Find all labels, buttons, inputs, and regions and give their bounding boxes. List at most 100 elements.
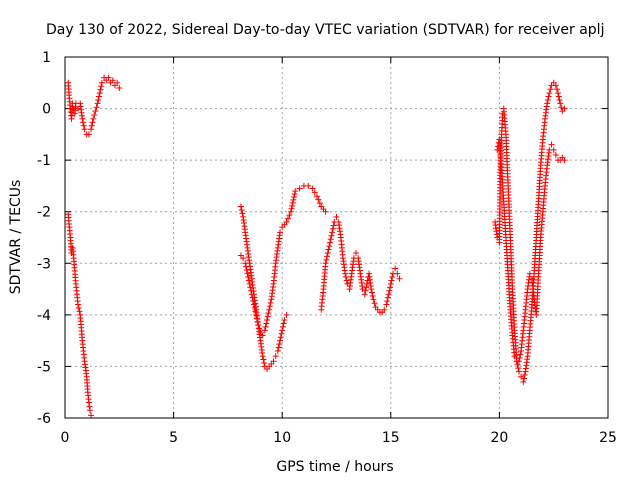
data-point xyxy=(93,104,100,111)
data-point xyxy=(261,359,268,366)
data-point xyxy=(96,90,103,97)
data-point xyxy=(281,317,288,324)
data-point xyxy=(363,284,370,291)
data-point xyxy=(267,299,274,306)
data-point xyxy=(89,119,96,126)
data-point xyxy=(283,311,290,318)
data-point xyxy=(329,229,336,236)
data-point xyxy=(544,96,551,103)
data-point xyxy=(326,243,333,250)
data-point xyxy=(368,286,375,293)
x-tick-label: 20 xyxy=(490,430,508,446)
data-point xyxy=(553,86,560,93)
data-point xyxy=(79,115,86,122)
data-point xyxy=(98,83,105,90)
data-point xyxy=(253,315,260,322)
data-point xyxy=(280,320,287,327)
data-point xyxy=(255,322,262,329)
data-point xyxy=(245,274,252,281)
data-point xyxy=(292,188,299,195)
y-tick-label: 0 xyxy=(42,102,51,118)
x-tick-label: 10 xyxy=(273,430,291,446)
data-point xyxy=(246,280,253,287)
data-point xyxy=(275,344,282,351)
data-point xyxy=(254,318,261,325)
data-point xyxy=(389,274,396,281)
data-point xyxy=(381,306,388,313)
data-point xyxy=(279,327,286,334)
data-point xyxy=(105,74,112,81)
data-point xyxy=(394,270,401,277)
data-point xyxy=(253,311,260,318)
data-point xyxy=(290,193,297,200)
data-point xyxy=(385,291,392,298)
data-point xyxy=(371,300,378,307)
data-point xyxy=(287,208,294,215)
data-point xyxy=(511,353,518,360)
data-point xyxy=(80,119,87,126)
data-point xyxy=(548,141,555,148)
data-point xyxy=(114,79,121,86)
x-tick-label: 5 xyxy=(169,430,178,446)
data-point xyxy=(256,326,263,333)
data-point xyxy=(248,287,255,294)
data-point xyxy=(263,317,270,324)
data-point xyxy=(323,256,330,263)
data-point xyxy=(288,205,295,212)
data-point xyxy=(556,96,563,103)
data-point xyxy=(259,332,266,339)
data-point xyxy=(276,341,283,348)
data-point xyxy=(86,407,93,414)
data-point xyxy=(247,284,254,291)
data-point xyxy=(384,294,391,301)
data-point xyxy=(396,275,403,282)
y-tick-label: -3 xyxy=(37,256,51,272)
data-point xyxy=(75,304,82,311)
data-point xyxy=(264,313,271,320)
data-point xyxy=(322,208,329,215)
data-point xyxy=(92,108,99,115)
data-point xyxy=(96,93,103,100)
data-point xyxy=(550,146,557,153)
data-point xyxy=(91,112,98,119)
data-point xyxy=(283,219,290,226)
data-point xyxy=(555,90,562,97)
data-point xyxy=(325,246,332,253)
data-point xyxy=(558,104,565,111)
data-point xyxy=(387,284,394,291)
data-point xyxy=(259,353,266,360)
data-point xyxy=(342,270,349,277)
data-point xyxy=(361,291,368,298)
data-point xyxy=(521,372,528,379)
data-point xyxy=(343,277,350,284)
data-point xyxy=(251,304,258,311)
data-point xyxy=(313,193,320,200)
data-point xyxy=(330,222,337,229)
data-point xyxy=(272,353,279,360)
data-point xyxy=(277,229,284,236)
data-point xyxy=(284,215,291,222)
data-point xyxy=(561,105,568,112)
data-point xyxy=(514,361,521,368)
data-point xyxy=(555,93,562,100)
data-point xyxy=(370,296,377,303)
data-point xyxy=(296,185,303,192)
y-tick-label: -5 xyxy=(37,359,51,375)
data-point xyxy=(517,351,524,358)
data-point xyxy=(388,277,395,284)
data-point xyxy=(243,267,250,274)
data-point xyxy=(494,146,501,153)
data-point xyxy=(324,249,331,256)
data-point xyxy=(81,126,88,133)
data-point xyxy=(86,403,93,410)
data-point xyxy=(316,200,323,207)
data-point xyxy=(342,274,349,281)
data-point xyxy=(240,255,247,262)
y-tick-label: -4 xyxy=(37,308,51,324)
data-point xyxy=(88,122,95,129)
data-point xyxy=(76,308,83,315)
data-point xyxy=(252,308,259,315)
data-point xyxy=(386,287,393,294)
data-point xyxy=(266,303,273,310)
